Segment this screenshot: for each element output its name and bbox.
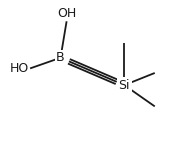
Text: HO: HO	[9, 62, 29, 75]
Text: B: B	[56, 51, 65, 64]
Text: Si: Si	[119, 79, 130, 92]
Text: OH: OH	[57, 7, 76, 20]
